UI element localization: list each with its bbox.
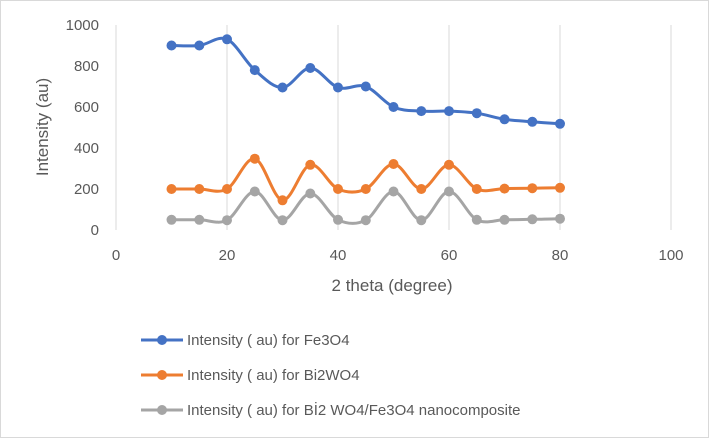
- series-0: [166, 34, 565, 129]
- data-point-0-12: [499, 114, 510, 125]
- data-point-2-8: [388, 186, 399, 197]
- data-point-2-6: [333, 214, 343, 225]
- x-tick-labels: 0 20 40 60 80 100: [112, 247, 684, 264]
- data-point-1-7: [360, 184, 371, 194]
- legend-label-1: Intensity ( au) for Bi2WO4: [187, 367, 360, 384]
- series-2: [166, 186, 565, 226]
- series-line-0: [171, 36, 561, 126]
- data-point-1-6: [333, 184, 343, 194]
- data-point-0-10: [444, 106, 454, 117]
- y-tick-label-2: 400: [74, 140, 99, 157]
- data-point-1-8: [388, 159, 399, 169]
- x-tick-label-1: 20: [219, 247, 236, 264]
- y-tick-label-5: 1000: [66, 17, 99, 34]
- data-point-1-11: [471, 184, 482, 194]
- data-point-0-9: [416, 106, 427, 117]
- x-tick-label-3: 60: [441, 247, 458, 264]
- x-tick-label-0: 0: [112, 247, 120, 264]
- data-point-1-3: [249, 153, 260, 164]
- data-point-2-2: [222, 215, 232, 226]
- data-point-1-1: [194, 184, 205, 194]
- data-point-0-7: [360, 81, 371, 92]
- series-line-1: [171, 157, 561, 202]
- data-point-0-13: [527, 116, 538, 127]
- data-point-1-4: [277, 195, 288, 206]
- legend-label-2: Intensity ( au) for Bİ2 WO4/Fe3O4 nanoco…: [187, 401, 521, 419]
- x-axis-title: 2 theta (degree): [332, 276, 453, 295]
- legend-marker-1: [157, 370, 167, 380]
- y-axis-title: Intensity (au): [33, 78, 52, 176]
- data-point-2-14: [555, 213, 565, 224]
- legend-item-0: Intensity ( au) for Fe3O4: [141, 332, 350, 349]
- data-point-1-2: [222, 184, 232, 194]
- series-1: [166, 153, 565, 206]
- data-point-2-9: [416, 215, 427, 226]
- data-point-1-12: [499, 183, 510, 194]
- y-tick-labels: 0 200 400 600 800 1000: [66, 17, 99, 239]
- data-point-2-0: [166, 214, 177, 225]
- data-point-1-5: [305, 159, 316, 170]
- data-point-0-4: [277, 82, 288, 93]
- data-point-0-1: [194, 40, 205, 51]
- data-point-2-12: [499, 214, 510, 225]
- data-point-2-11: [471, 214, 482, 225]
- data-point-2-13: [527, 214, 538, 225]
- y-tick-label-4: 800: [74, 58, 99, 75]
- legend: Intensity ( au) for Fe3O4 Intensity ( au)…: [141, 332, 521, 419]
- data-point-2-3: [249, 186, 260, 197]
- legend-label-0: Intensity ( au) for Fe3O4: [187, 332, 350, 349]
- data-point-1-14: [555, 182, 565, 193]
- data-point-0-6: [333, 82, 343, 93]
- data-point-0-11: [471, 108, 482, 119]
- data-point-0-3: [249, 65, 260, 76]
- data-point-2-10: [444, 186, 454, 197]
- data-point-0-0: [166, 40, 177, 51]
- y-tick-label-3: 600: [74, 99, 99, 116]
- x-tick-label-4: 80: [552, 247, 569, 264]
- data-point-1-10: [444, 159, 454, 170]
- data-point-0-5: [305, 63, 316, 73]
- data-point-2-4: [277, 215, 288, 226]
- data-point-0-2: [222, 34, 232, 45]
- data-point-1-13: [527, 183, 538, 194]
- legend-marker-0: [157, 335, 167, 345]
- y-tick-label-0: 0: [91, 222, 99, 239]
- data-point-2-7: [360, 215, 371, 226]
- data-point-1-9: [416, 184, 427, 194]
- data-point-1-0: [166, 184, 177, 194]
- data-point-0-14: [555, 118, 565, 129]
- data-point-0-8: [388, 102, 399, 112]
- legend-item-2: Intensity ( au) for Bİ2 WO4/Fe3O4 nanoco…: [141, 401, 521, 419]
- y-tick-label-1: 200: [74, 181, 99, 198]
- data-point-2-1: [194, 214, 205, 225]
- series-layer: [166, 34, 565, 226]
- data-point-2-5: [305, 188, 316, 199]
- x-tick-label-2: 40: [330, 247, 347, 264]
- x-tick-label-5: 100: [658, 247, 683, 264]
- legend-marker-2: [157, 405, 167, 415]
- grid: [115, 25, 672, 230]
- legend-item-1: Intensity ( au) for Bi2WO4: [141, 367, 360, 384]
